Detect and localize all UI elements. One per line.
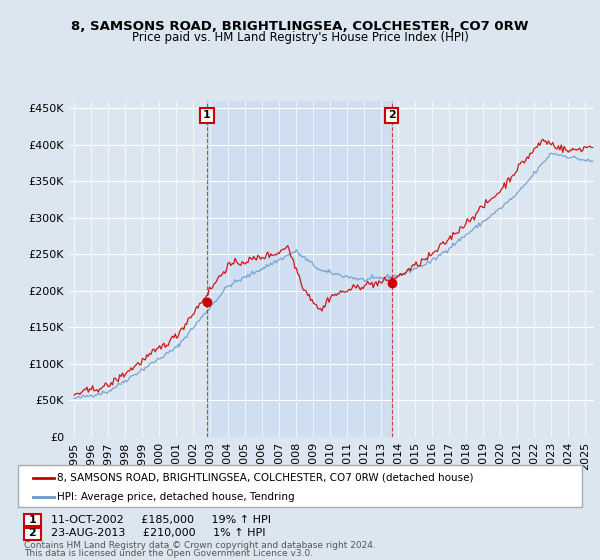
Text: Contains HM Land Registry data © Crown copyright and database right 2024.: Contains HM Land Registry data © Crown c… <box>24 541 376 550</box>
Text: 8, SAMSONS ROAD, BRIGHTLINGSEA, COLCHESTER, CO7 0RW (detached house): 8, SAMSONS ROAD, BRIGHTLINGSEA, COLCHEST… <box>57 473 473 483</box>
Text: Price paid vs. HM Land Registry's House Price Index (HPI): Price paid vs. HM Land Registry's House … <box>131 31 469 44</box>
Text: HPI: Average price, detached house, Tendring: HPI: Average price, detached house, Tend… <box>57 492 295 502</box>
Text: 11-OCT-2002     £185,000     19% ↑ HPI: 11-OCT-2002 £185,000 19% ↑ HPI <box>51 515 271 525</box>
Text: 2: 2 <box>29 528 36 538</box>
Text: 8, SAMSONS ROAD, BRIGHTLINGSEA, COLCHESTER, CO7 0RW: 8, SAMSONS ROAD, BRIGHTLINGSEA, COLCHEST… <box>71 20 529 32</box>
Text: 2: 2 <box>388 110 395 120</box>
Text: 23-AUG-2013     £210,000     1% ↑ HPI: 23-AUG-2013 £210,000 1% ↑ HPI <box>51 528 265 538</box>
Bar <box>207 101 392 437</box>
Text: 1: 1 <box>203 110 211 120</box>
Text: 1: 1 <box>29 515 36 525</box>
Text: This data is licensed under the Open Government Licence v3.0.: This data is licensed under the Open Gov… <box>24 549 313 558</box>
